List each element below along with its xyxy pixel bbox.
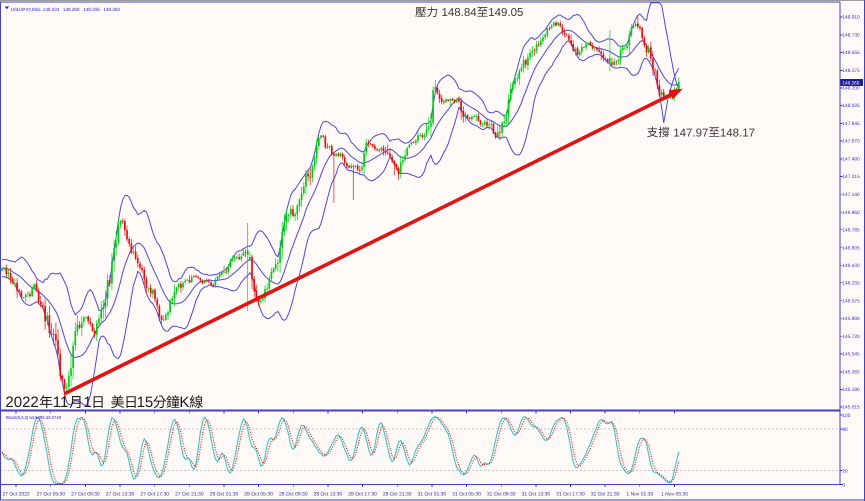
svg-text:K: K [179, 394, 189, 411]
svg-text:147.490: 147.490 [842, 157, 860, 163]
svg-text:28 Oct 09:30: 28 Oct 09:30 [279, 491, 308, 497]
svg-text:31 Oct 01:30: 31 Oct 01:30 [418, 491, 447, 497]
svg-text:31 Oct 21:30: 31 Oct 21:30 [591, 491, 620, 497]
svg-text:27 Oct 09:30: 27 Oct 09:30 [71, 491, 100, 497]
svg-text:145.190: 145.190 [842, 387, 860, 393]
svg-text:147.670: 147.670 [842, 139, 860, 145]
svg-text:31 Oct 09:30: 31 Oct 09:30 [487, 491, 516, 497]
svg-text:146.075: 146.075 [842, 298, 860, 304]
svg-text:2022: 2022 [5, 394, 38, 411]
svg-text:146.960: 146.960 [842, 210, 860, 216]
svg-text:146.785: 146.785 [842, 227, 860, 233]
svg-text:27 Oct 13:30: 27 Oct 13:30 [106, 491, 135, 497]
svg-text:148.025: 148.025 [842, 103, 860, 109]
svg-text:27 Oct 2022: 27 Oct 2022 [2, 491, 29, 497]
svg-text:100: 100 [842, 413, 850, 419]
svg-text:28 Oct 13:30: 28 Oct 13:30 [314, 491, 343, 497]
svg-text:28 Oct 05:30: 28 Oct 05:30 [244, 491, 273, 497]
svg-text:149.05: 149.05 [488, 7, 523, 19]
svg-text:148.206: 148.206 [83, 7, 100, 12]
svg-text:28 Oct 21:30: 28 Oct 21:30 [383, 491, 412, 497]
svg-text:145.545: 145.545 [842, 352, 860, 358]
svg-text:146.255: 146.255 [842, 280, 860, 286]
svg-text:148.260: 148.260 [842, 81, 859, 86]
svg-text:1: 1 [83, 394, 91, 411]
svg-text:147.97: 147.97 [673, 127, 708, 139]
svg-text:27 Oct 05:30: 27 Oct 05:30 [36, 491, 65, 497]
svg-text:148.200: 148.200 [842, 86, 860, 92]
svg-text:20: 20 [842, 468, 848, 474]
svg-text:148.268: 148.268 [63, 7, 80, 12]
svg-text:1 Nov 05:30: 1 Nov 05:30 [661, 491, 688, 497]
svg-text:USDJPY#,M15: USDJPY#,M15 [11, 7, 41, 12]
svg-text:147.315: 147.315 [842, 174, 860, 180]
svg-text:148.730: 148.730 [842, 33, 860, 39]
svg-text:147.845: 147.845 [842, 121, 860, 127]
svg-text:145.900: 145.900 [842, 316, 860, 322]
svg-text:148.17: 148.17 [720, 127, 755, 139]
svg-text:31 Oct 13:30: 31 Oct 13:30 [522, 491, 551, 497]
svg-text:146.430: 146.430 [842, 263, 860, 269]
svg-text:27 Oct 21:30: 27 Oct 21:30 [175, 491, 204, 497]
svg-text:15: 15 [137, 394, 154, 411]
svg-text:31 Oct 05:30: 31 Oct 05:30 [452, 491, 481, 497]
svg-text:80: 80 [842, 427, 848, 433]
svg-text:148.84: 148.84 [442, 7, 478, 19]
svg-text:27 Oct 17:30: 27 Oct 17:30 [140, 491, 169, 497]
svg-text:148.260: 148.260 [103, 7, 120, 12]
svg-text:145.365: 145.365 [842, 370, 860, 376]
svg-text:28 Oct 01:30: 28 Oct 01:30 [210, 491, 239, 497]
svg-text:148.375: 148.375 [842, 68, 860, 74]
svg-text:1 Nov 01:30: 1 Nov 01:30 [626, 491, 653, 497]
svg-text:145.720: 145.720 [842, 334, 860, 340]
svg-text:148.234: 148.234 [43, 7, 60, 12]
svg-text:148.910: 148.910 [842, 15, 860, 21]
svg-text:11: 11 [53, 394, 69, 411]
svg-text:28 Oct 17:30: 28 Oct 17:30 [348, 491, 377, 497]
svg-text:147.140: 147.140 [842, 192, 860, 198]
svg-text:146.605: 146.605 [842, 245, 860, 251]
svg-text:148.555: 148.555 [842, 50, 860, 56]
svg-text:145.015: 145.015 [842, 405, 860, 411]
svg-text:0: 0 [842, 482, 845, 488]
svg-text:Stoch(5,3,3) 54.6392 43.3719: Stoch(5,3,3) 54.6392 43.3719 [6, 415, 62, 420]
svg-text:31 Oct 17:30: 31 Oct 17:30 [556, 491, 585, 497]
